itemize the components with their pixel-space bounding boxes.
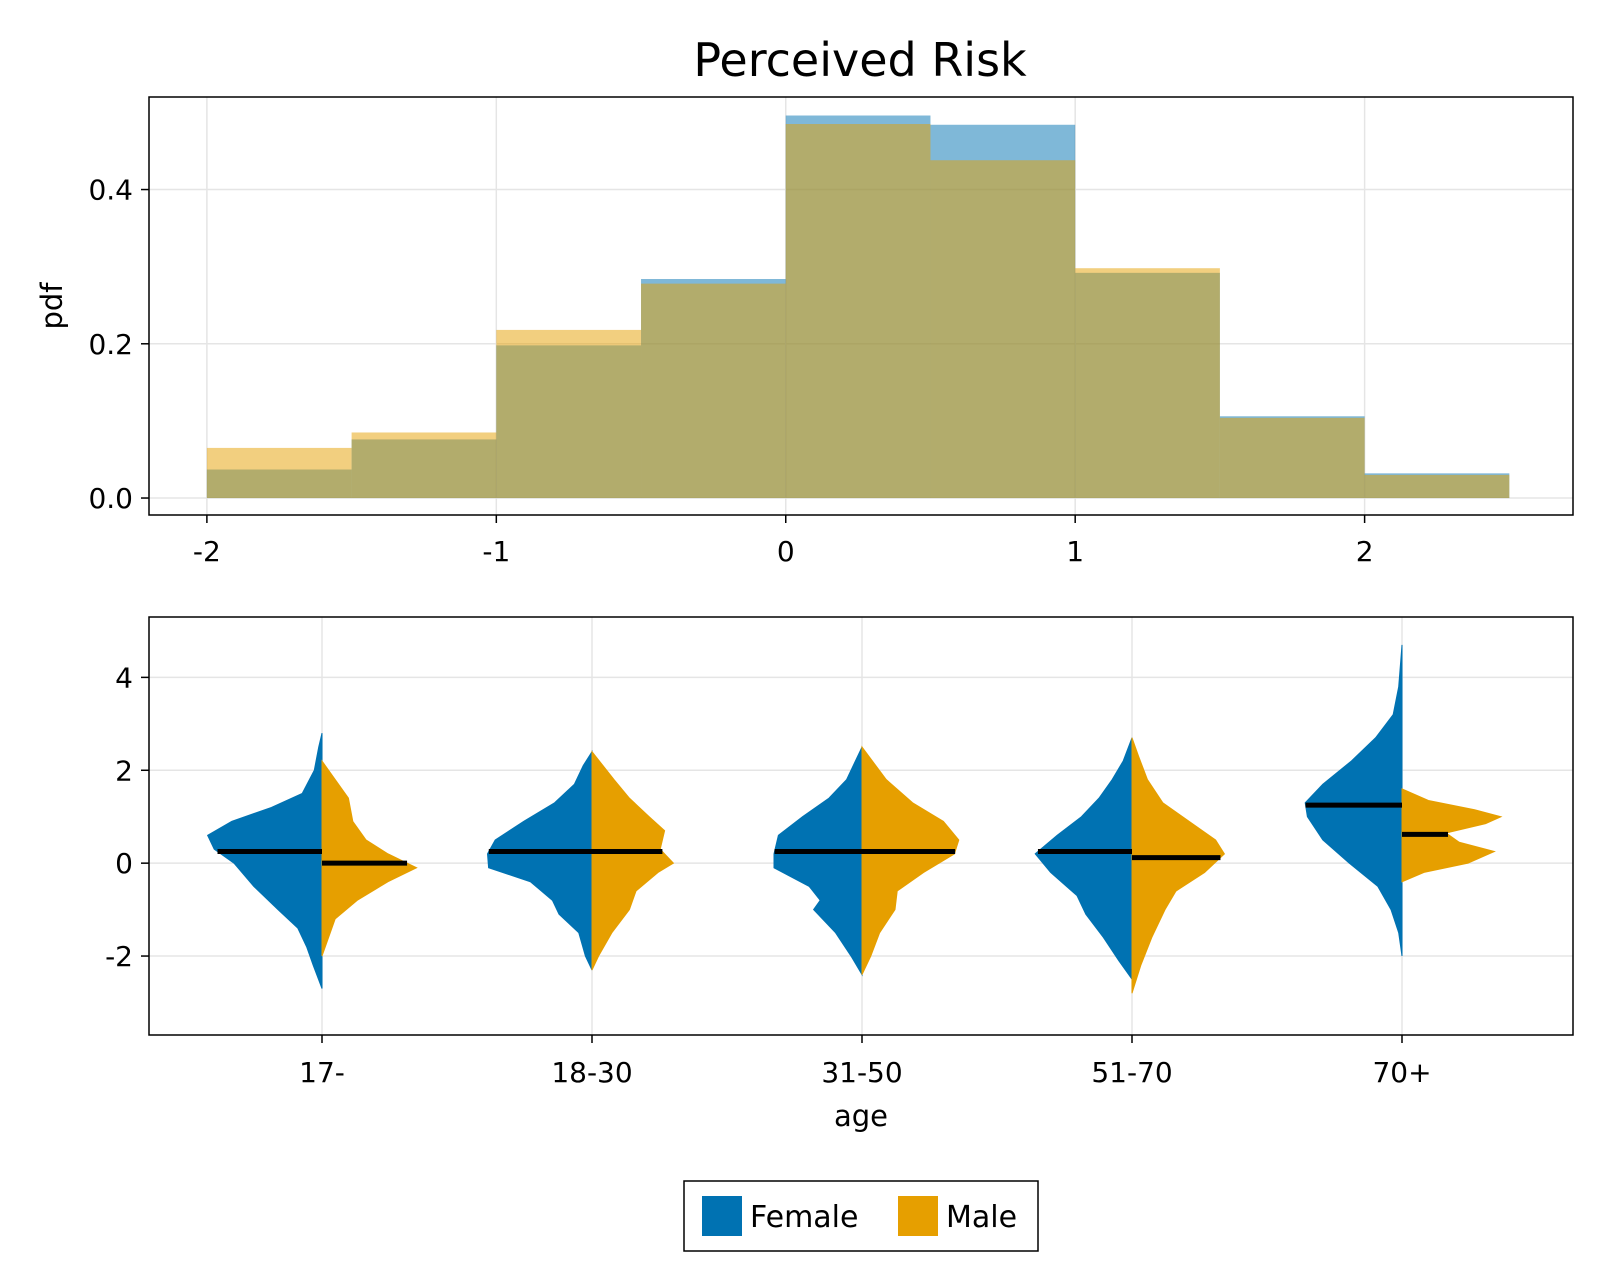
violin-male-17- bbox=[321, 759, 418, 957]
histogram-ytick-label: 0.4 bbox=[88, 174, 133, 207]
histogram-bar bbox=[496, 329, 642, 499]
violin-ytick-label: 2 bbox=[115, 754, 133, 787]
violin-xtick-label: 18-30 bbox=[551, 1056, 632, 1089]
histogram-series-male bbox=[206, 123, 1510, 499]
histogram-bar bbox=[351, 432, 497, 499]
histogram-xtick-label: 0 bbox=[777, 535, 795, 568]
histogram-xtick-label: 1 bbox=[1066, 535, 1084, 568]
histogram-xtick-label: 2 bbox=[1356, 535, 1374, 568]
violin-male-70+ bbox=[1401, 788, 1503, 883]
violin-male-18-30 bbox=[591, 750, 675, 971]
legend-swatch-male bbox=[898, 1196, 938, 1236]
legend-box bbox=[683, 1180, 1039, 1252]
violin-ytick-label: 0 bbox=[115, 847, 133, 880]
violin-male-31-50 bbox=[861, 745, 960, 975]
violin-female-51-70 bbox=[1034, 737, 1133, 981]
histogram-ylabel: pdf bbox=[35, 282, 69, 330]
violin-xtick-label: 17- bbox=[299, 1056, 345, 1089]
legend-label-female: Female bbox=[750, 1200, 858, 1235]
violin-xtick-label: 31-50 bbox=[821, 1056, 902, 1089]
legend-swatch-female bbox=[702, 1196, 742, 1236]
violin-female-17- bbox=[206, 732, 323, 989]
violin-ytick-label: 4 bbox=[115, 661, 133, 694]
violin-ytick-label: -2 bbox=[105, 940, 133, 973]
histogram-xtick-label: -2 bbox=[193, 535, 221, 568]
histogram-bars bbox=[206, 115, 1510, 499]
violin-female-70+ bbox=[1304, 644, 1403, 957]
violin-xlabel: age bbox=[834, 1099, 888, 1133]
violin-xtick-label: 70+ bbox=[1372, 1056, 1431, 1089]
histogram-bar bbox=[1364, 474, 1510, 499]
violin-medians bbox=[217, 802, 1448, 866]
legend: Female Male bbox=[683, 1180, 1039, 1252]
histogram-bar bbox=[930, 160, 1076, 499]
violin-female-18-30 bbox=[486, 749, 593, 971]
histogram-bar bbox=[785, 123, 931, 499]
histogram-bar bbox=[1219, 417, 1365, 499]
violin-female-31-50 bbox=[773, 746, 863, 977]
histogram-xtick-label: -1 bbox=[482, 535, 510, 568]
histogram-frame bbox=[148, 96, 1574, 516]
histogram-ticks: -2 -1 0 1 2 0.0 0.2 0.4 bbox=[88, 174, 1373, 568]
histogram-panel: -2 -1 0 1 2 0.0 0.2 0.4 pdf bbox=[35, 96, 1574, 568]
histogram-ytick-label: 0.0 bbox=[88, 482, 133, 515]
violin-male-51-70 bbox=[1131, 737, 1226, 994]
chart-title: Perceived Risk bbox=[693, 33, 1027, 87]
histogram-bar bbox=[206, 447, 352, 499]
violin-xtick-label: 51-70 bbox=[1091, 1056, 1172, 1089]
histogram-bar bbox=[1075, 268, 1220, 499]
histogram-bar bbox=[641, 283, 786, 499]
violin-ticks: 17- 18-30 31-50 51-70 70+ -2 0 2 4 bbox=[105, 661, 1431, 1089]
violin-shapes bbox=[206, 644, 1503, 994]
legend-label-male: Male bbox=[946, 1200, 1017, 1235]
histogram-ytick-label: 0.2 bbox=[88, 328, 133, 361]
violin-frame bbox=[148, 616, 1574, 1036]
violin-panel: 17- 18-30 31-50 51-70 70+ -2 0 2 4 age bbox=[105, 616, 1574, 1133]
